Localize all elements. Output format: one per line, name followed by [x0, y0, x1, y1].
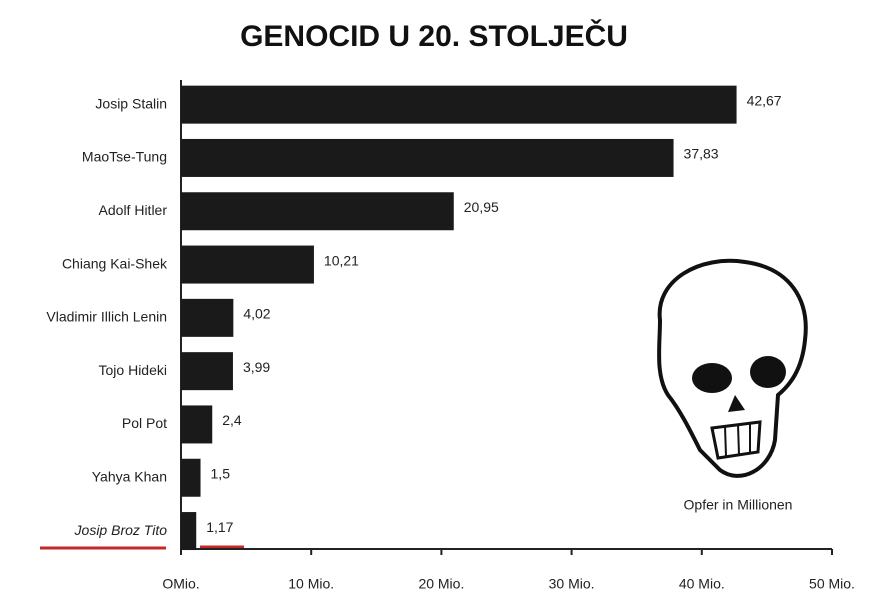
x-tick-label: 50 Mio. — [809, 576, 855, 592]
annotation: Opfer in Millionen — [684, 497, 793, 513]
bar — [181, 86, 737, 124]
y-tick-label: Josip Broz Tito — [74, 522, 168, 538]
bar — [181, 352, 233, 390]
y-tick-label: Yahya Khan — [92, 468, 167, 484]
value-label: 37,83 — [684, 146, 719, 162]
value-label: 42,67 — [747, 92, 782, 108]
y-tick-label: Tojo Hideki — [99, 362, 167, 378]
chart: GENOCID U 20. STOLJEČU Opfer in Millione… — [0, 0, 869, 596]
value-label: 4,02 — [243, 306, 270, 322]
skull-illustration — [659, 261, 806, 476]
bar — [181, 405, 212, 443]
value-label: 1,17 — [206, 519, 233, 535]
bar — [181, 192, 454, 230]
x-tick-label: 10 Mio. — [288, 576, 334, 592]
x-tick-label: 40 Mio. — [679, 576, 725, 592]
bar — [181, 246, 314, 284]
y-tick-label: Adolf Hitler — [99, 202, 168, 218]
x-tick-label: OMio. — [162, 576, 199, 592]
y-tick-label: Vladimir Illich Lenin — [46, 309, 167, 325]
value-label: 3,99 — [243, 359, 270, 375]
value-label: 10,21 — [324, 252, 359, 268]
value-label: 2,4 — [222, 412, 242, 428]
x-tick-label: 20 Mio. — [418, 576, 464, 592]
bar — [181, 139, 674, 177]
bar — [181, 459, 201, 497]
bar — [181, 299, 233, 337]
y-tick-label: MaoTse-Tung — [82, 149, 167, 165]
chart-title: GENOCID U 20. STOLJEČU — [240, 19, 628, 53]
y-tick-label: Josip Stalin — [95, 95, 167, 111]
y-tick-label: Pol Pot — [122, 415, 167, 431]
y-tick-label: Chiang Kai-Shek — [62, 255, 168, 271]
bar — [181, 512, 196, 550]
value-label: 20,95 — [464, 199, 499, 215]
x-tick-label: 30 Mio. — [549, 576, 595, 592]
value-label: 1,5 — [211, 465, 231, 481]
